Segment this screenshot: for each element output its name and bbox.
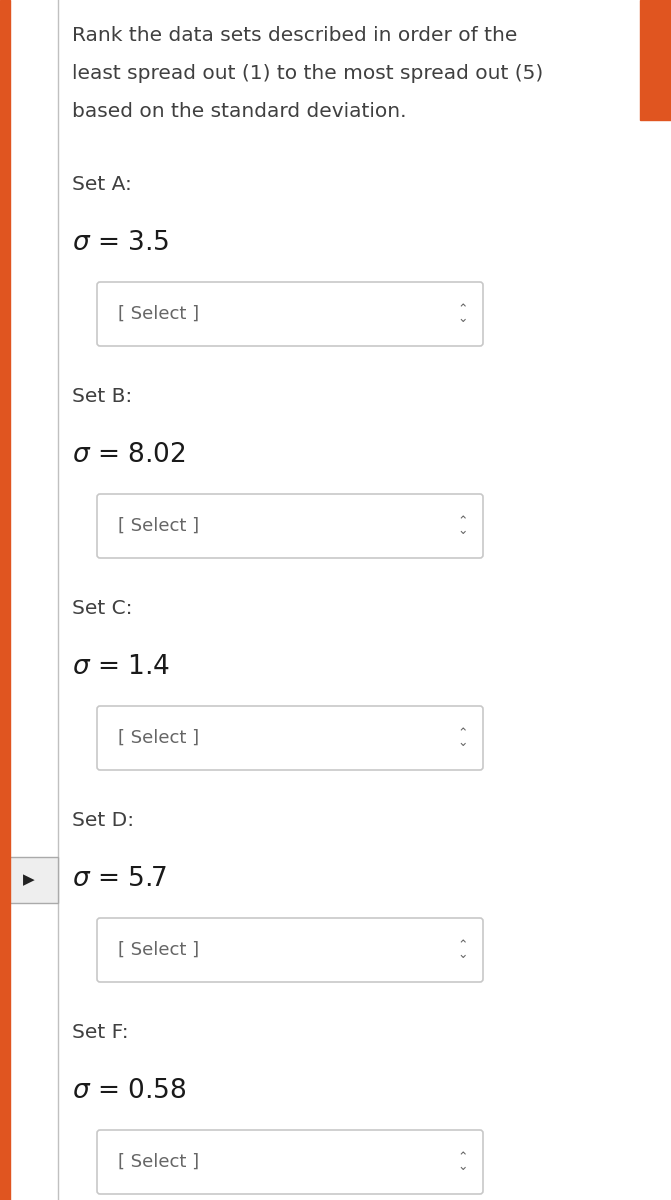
Bar [640, 0, 671, 120]
Text: ⌃
⌄: ⌃ ⌄ [458, 302, 468, 325]
Text: $\sigma$ = 3.5: $\sigma$ = 3.5 [72, 230, 169, 256]
Text: [ Select ]: [ Select ] [118, 728, 199, 746]
Text: ⌃
⌄: ⌃ ⌄ [458, 1151, 468, 1174]
FancyBboxPatch shape [97, 282, 483, 346]
Bar [0, 0, 10, 1200]
Text: Set D:: Set D: [72, 811, 134, 830]
Text: based on the standard deviation.: based on the standard deviation. [72, 102, 407, 121]
Text: ⌃
⌄: ⌃ ⌄ [458, 727, 468, 749]
Text: Set B:: Set B: [72, 386, 132, 406]
FancyBboxPatch shape [97, 494, 483, 558]
Text: [ Select ]: [ Select ] [118, 305, 199, 323]
FancyBboxPatch shape [97, 1130, 483, 1194]
FancyBboxPatch shape [0, 857, 58, 902]
Text: Set A:: Set A: [72, 175, 132, 194]
Text: [ Select ]: [ Select ] [118, 1153, 199, 1171]
Text: Set F:: Set F: [72, 1022, 129, 1042]
Text: ▶: ▶ [23, 872, 35, 888]
Text: $\sigma$ = 8.02: $\sigma$ = 8.02 [72, 442, 186, 468]
FancyBboxPatch shape [97, 706, 483, 770]
Bar [640, 1080, 671, 1200]
Text: $\sigma$ = 1.4: $\sigma$ = 1.4 [72, 654, 170, 680]
Text: least spread out (1) to the most spread out (5): least spread out (1) to the most spread … [72, 64, 544, 83]
Text: Rank the data sets described in order of the: Rank the data sets described in order of… [72, 26, 517, 44]
FancyBboxPatch shape [97, 918, 483, 982]
Text: Set C:: Set C: [72, 599, 132, 618]
Text: [ Select ]: [ Select ] [118, 517, 199, 535]
Text: $\sigma$ = 0.58: $\sigma$ = 0.58 [72, 1078, 187, 1104]
Text: ⌃
⌄: ⌃ ⌄ [458, 515, 468, 538]
Text: $\sigma$ = 5.7: $\sigma$ = 5.7 [72, 866, 167, 892]
Text: ⌃
⌄: ⌃ ⌄ [458, 938, 468, 961]
Text: [ Select ]: [ Select ] [118, 941, 199, 959]
